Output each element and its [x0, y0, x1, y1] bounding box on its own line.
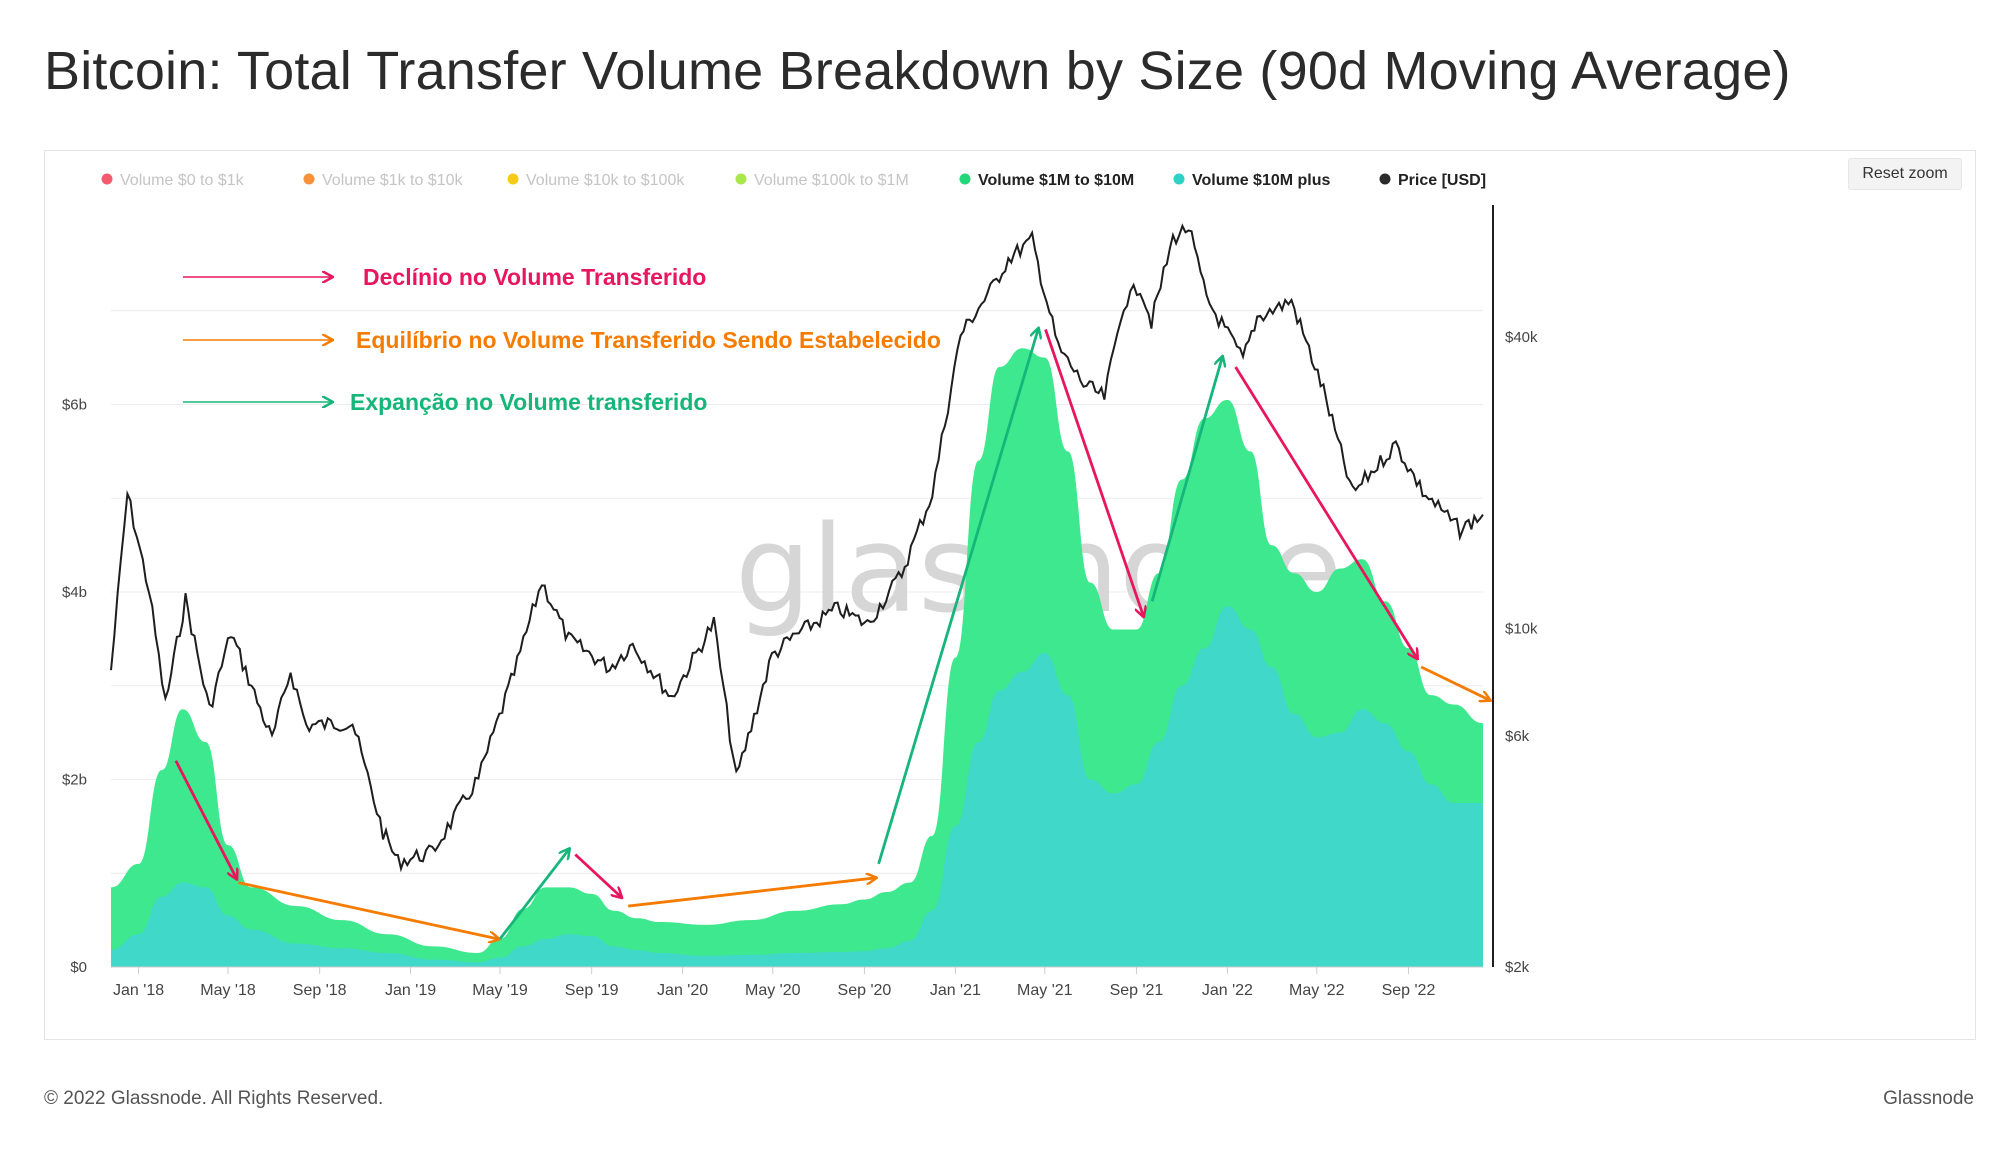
y-left-tick-label: $4b	[62, 584, 87, 601]
annotation-label: Equilíbrio no Volume Transferido Sendo E…	[356, 327, 941, 353]
legend-marker-icon	[1379, 173, 1391, 185]
trend-arrow-decline	[174, 760, 236, 878]
x-tick-label: Jan '22	[1202, 982, 1253, 999]
price-line	[110, 223, 1484, 873]
y-right-tick-label: $40k	[1505, 329, 1538, 346]
footer-copyright: © 2022 Glassnode. All Rights Reserved.	[44, 1088, 384, 1109]
legend-label: Volume $1M to $10M	[978, 172, 1134, 189]
y-right-tick-label: $6k	[1505, 728, 1530, 745]
x-tick-label: May '19	[472, 982, 528, 999]
x-tick-label: Sep '22	[1382, 982, 1436, 999]
x-tick-label: Sep '21	[1110, 982, 1164, 999]
legend-label: Volume $10k to $100k	[526, 172, 685, 189]
legend-item[interactable]: Volume $1M to $10M	[959, 172, 1135, 189]
legend-marker-icon	[101, 173, 113, 185]
legend-item[interactable]: Volume $10M plus	[1173, 172, 1331, 189]
trend-arrow-equilibrium	[1420, 665, 1489, 700]
trend-arrow-expansion	[1150, 358, 1222, 602]
x-tick-label: Sep '18	[293, 982, 347, 999]
legend-item[interactable]: Volume $0 to $1k	[101, 172, 245, 189]
legend-marker-icon	[959, 173, 971, 185]
x-tick-label: Jan '19	[385, 982, 436, 999]
annotation-label: Declínio no Volume Transferido	[363, 264, 706, 290]
legend-label: Price [USD]	[1398, 172, 1486, 189]
legend-item[interactable]: Volume $10k to $100k	[507, 172, 686, 189]
x-tick-label: May '20	[745, 982, 801, 999]
grid-lines	[111, 310, 1483, 968]
x-tick-label: Jan '21	[930, 982, 981, 999]
trend-arrow-decline	[1044, 329, 1144, 616]
y-right-tick-label: $10k	[1505, 621, 1538, 638]
area-series	[111, 348, 1483, 967]
y-left-tick-label: $6b	[62, 397, 87, 414]
area-volume-10m-plus	[111, 606, 1483, 967]
legend-item[interactable]: Price [USD]	[1379, 172, 1487, 189]
legend-item[interactable]: Volume $1k to $10k	[303, 172, 464, 189]
trend-arrow-expansion	[877, 330, 1038, 865]
page-title: Bitcoin: Total Transfer Volume Breakdown…	[44, 41, 1791, 101]
legend: Volume $0 to $1k Volume $1k to $10k Volume…	[101, 172, 1487, 189]
x-tick-label: May '21	[1017, 982, 1073, 999]
x-tick-label: May '22	[1289, 982, 1345, 999]
trend-arrow-expansion	[498, 850, 569, 940]
legend-marker-icon	[735, 173, 747, 185]
legend-label: Volume $0 to $1k	[120, 172, 245, 189]
x-tick-label: Jan '20	[657, 982, 708, 999]
legend-marker-icon	[303, 173, 315, 185]
x-tick-label: Sep '20	[838, 982, 892, 999]
y-left-tick-label: $2b	[62, 772, 87, 789]
legend-label: Volume $10M plus	[1192, 172, 1331, 189]
chart-svg: Volume $0 to $1k Volume $1k to $10k Volume…	[62, 172, 1538, 999]
y-left-tick-label: $0	[70, 959, 87, 976]
legend-marker-icon	[507, 173, 519, 185]
legend-label: Volume $100k to $1M	[754, 172, 909, 189]
legend-item[interactable]: Volume $100k to $1M	[735, 172, 909, 189]
reset-zoom-button[interactable]: Reset zoom	[1848, 158, 1962, 190]
annotation-label: Expanção no Volume transferido	[350, 389, 707, 415]
chart-panel: Volume $0 to $1k Volume $1k to $10k Volume…	[44, 150, 1976, 1040]
trend-arrows	[174, 329, 1489, 940]
legend-label: Volume $1k to $10k	[322, 172, 464, 189]
axes: Jan '18 May '18 Sep '18 Jan '19 May '19 Sep '…	[62, 205, 1538, 999]
x-tick-label: May '18	[200, 982, 256, 999]
annotation-legend: Declínio no Volume Transferido Equilíbrio…	[183, 264, 941, 415]
trend-arrow-equilibrium	[628, 878, 875, 908]
x-tick-label: Jan '18	[113, 982, 164, 999]
legend-marker-icon	[1173, 173, 1185, 185]
price-series	[110, 223, 1484, 873]
trend-arrow-equilibrium	[238, 881, 497, 939]
x-tick-label: Sep '19	[565, 982, 619, 999]
trend-arrow-decline	[1234, 366, 1417, 658]
trend-arrow-decline	[574, 853, 620, 897]
footer-brand: Glassnode	[1883, 1088, 1974, 1109]
y-right-tick-label: $2k	[1505, 959, 1530, 976]
